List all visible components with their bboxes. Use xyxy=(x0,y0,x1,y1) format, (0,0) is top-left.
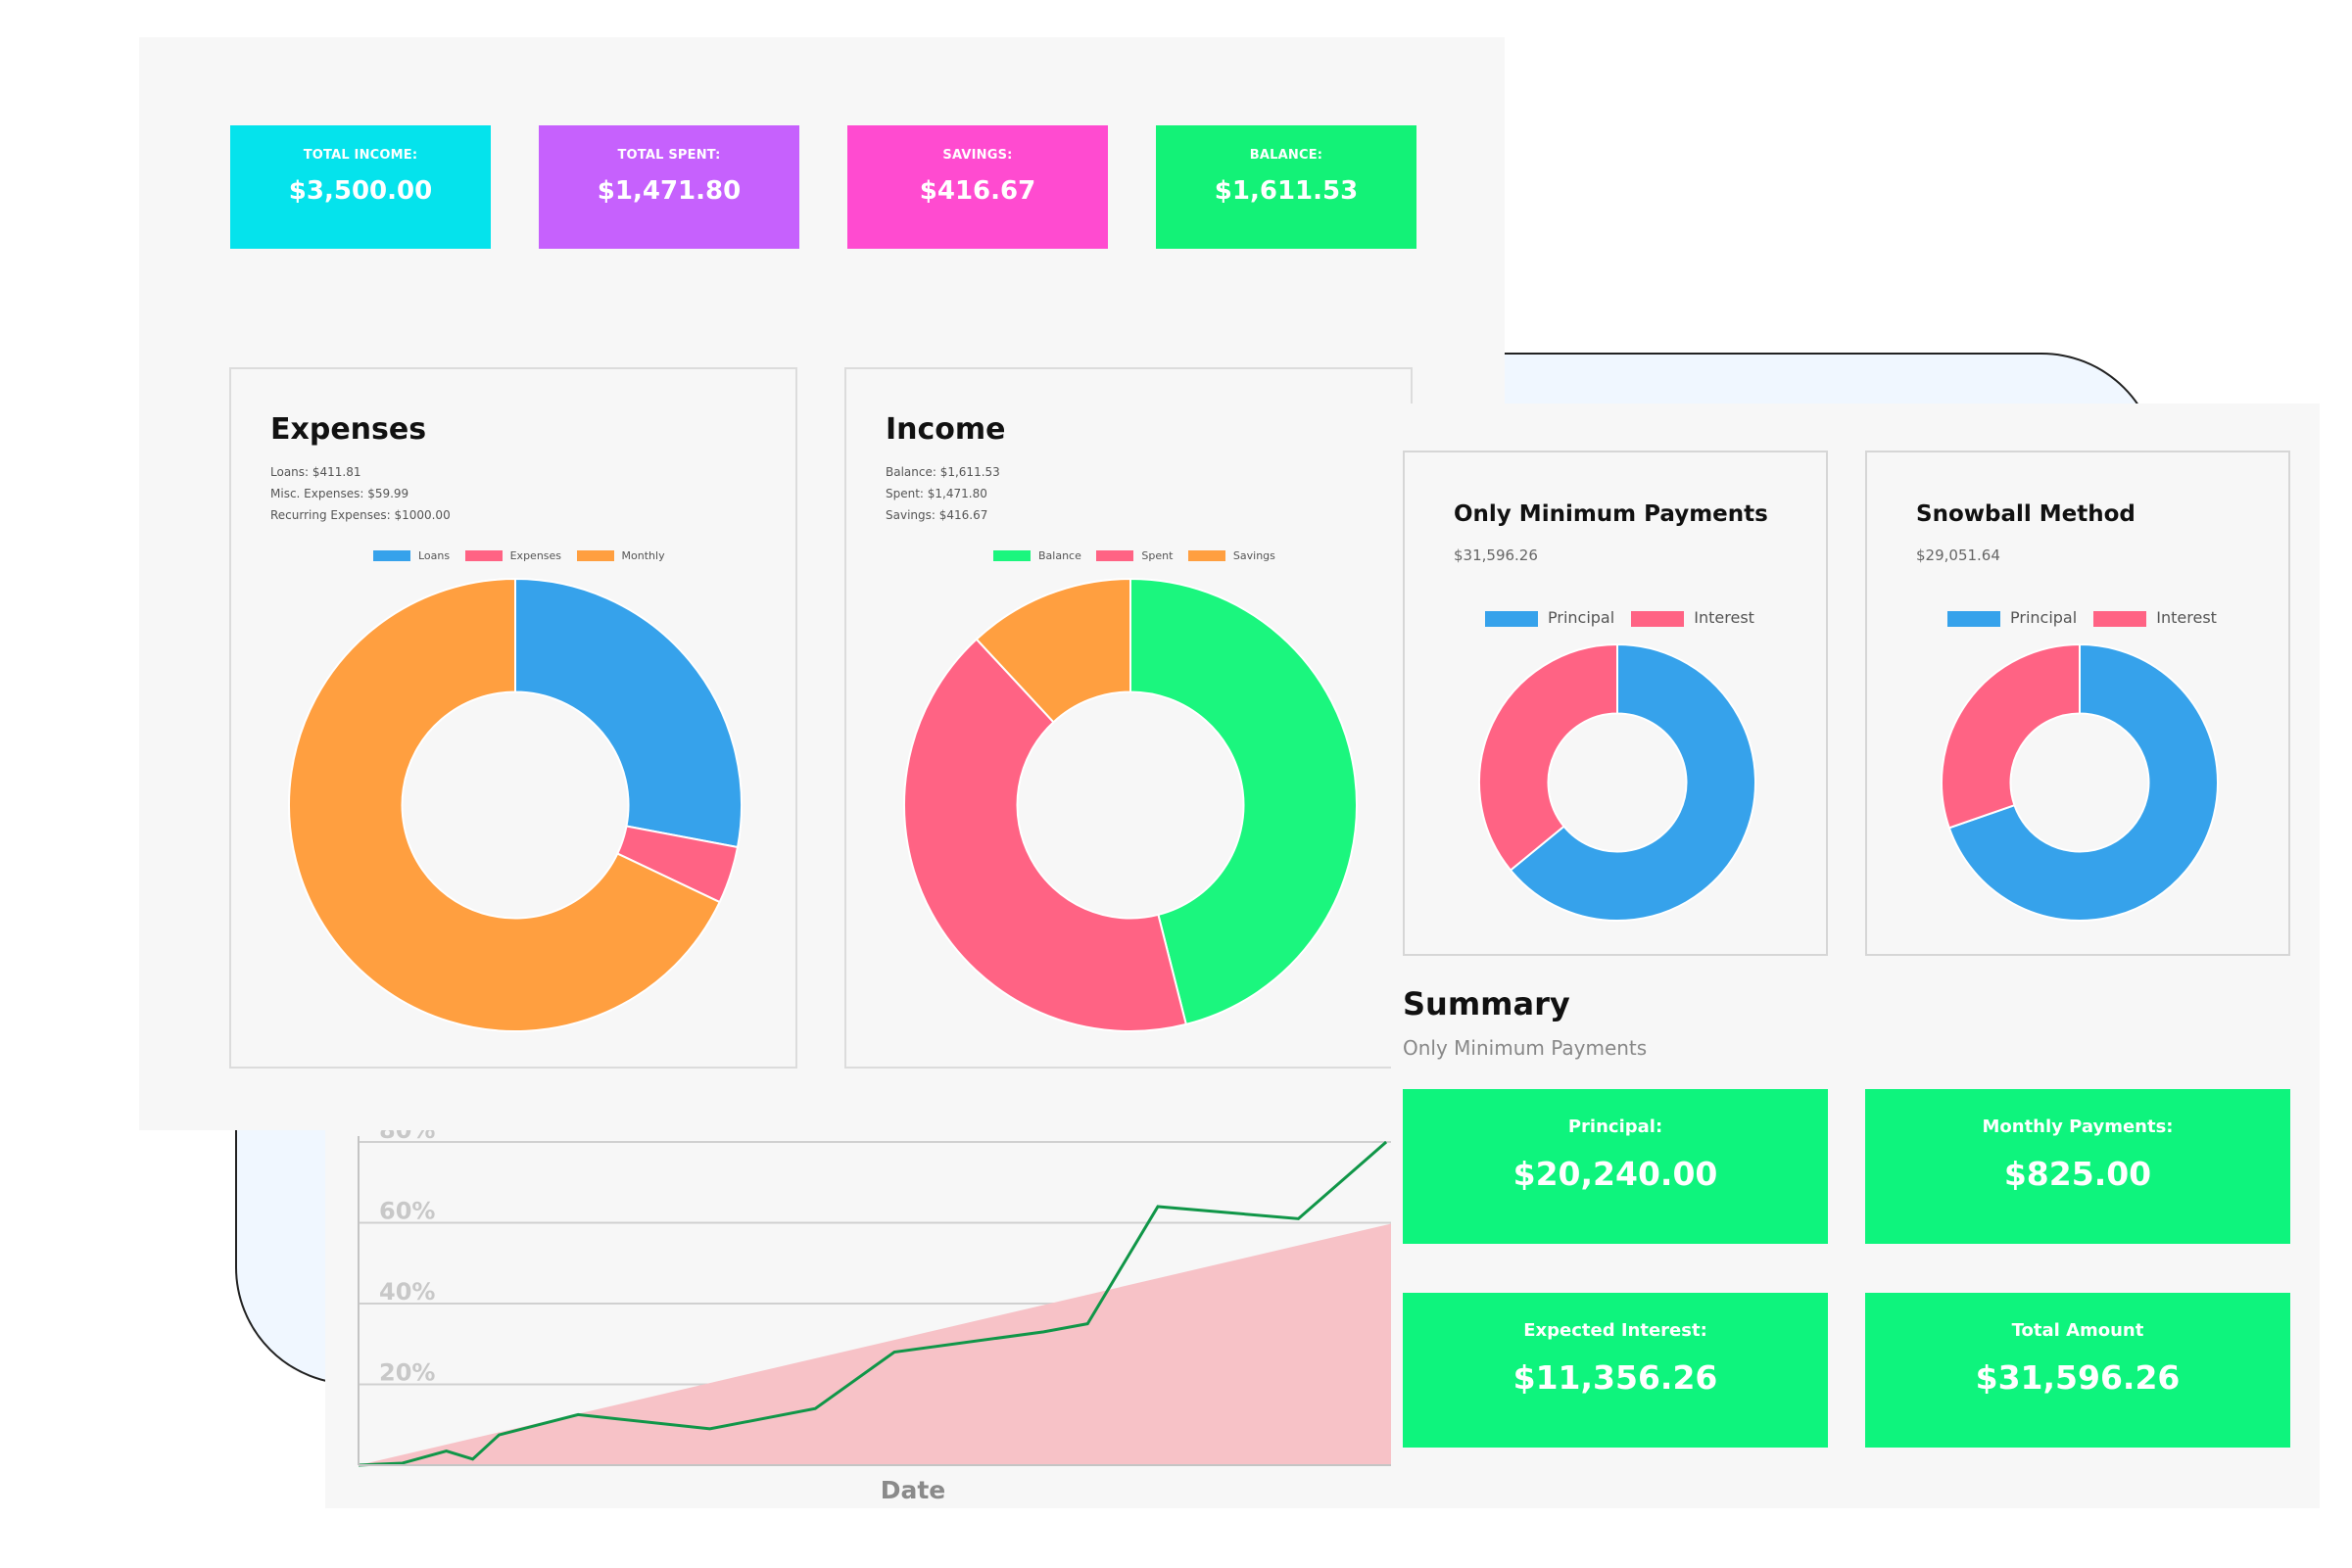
slice-interest[interactable] xyxy=(1478,642,1618,872)
income-legend: Balance Spent Savings xyxy=(993,548,1287,568)
legend-item-expenses[interactable]: Expenses xyxy=(464,549,561,562)
income-donut-chart xyxy=(903,577,1358,1032)
expected-interest-value: $11,356.26 xyxy=(1512,1358,1718,1397)
slice-interest[interactable] xyxy=(1941,642,2081,830)
snowball-method-card: Snowball Method $29,051.64 Principal Int… xyxy=(1865,451,2290,956)
expected-interest-label: Expected Interest: xyxy=(1523,1320,1707,1341)
line-series xyxy=(358,1140,1388,1467)
progress-line-chart: 20% 40% 60% 80% Date xyxy=(325,1077,1413,1508)
total-amount-value: $31,596.26 xyxy=(1975,1358,2181,1397)
slice-balance[interactable] xyxy=(1129,577,1358,1026)
savings-card: SAVINGS: $416.67 xyxy=(847,125,1108,249)
total-amount-box: Total Amount $31,596.26 xyxy=(1865,1293,2290,1448)
legend-item-monthly[interactable]: Monthly xyxy=(576,549,665,562)
total-amount-label: Total Amount xyxy=(2011,1320,2144,1341)
monthly-payments-value: $825.00 xyxy=(2003,1155,2152,1193)
minimum-payments-donut-chart xyxy=(1478,642,1756,922)
expected-interest-box: Expected Interest: $11,356.26 xyxy=(1403,1293,1828,1448)
total-spent-label: TOTAL SPENT: xyxy=(617,148,721,163)
legend-item-loans[interactable]: Loans xyxy=(373,549,450,562)
snowball-method-donut-chart xyxy=(1941,642,2219,922)
snowball-method-title: Snowball Method xyxy=(1916,501,2136,527)
summary-title: Summary xyxy=(1403,985,1570,1022)
principal-label: Principal: xyxy=(1567,1117,1663,1137)
total-income-label: TOTAL INCOME: xyxy=(303,148,418,163)
legend-item-principal[interactable]: Principal xyxy=(1485,608,1614,627)
expenses-recurring-line: Recurring Expenses: $1000.00 xyxy=(270,508,451,522)
expenses-card: Expenses Loans: $411.81 Misc. Expenses: … xyxy=(229,367,797,1069)
slice-principal[interactable] xyxy=(1947,642,2219,922)
y-tick-label: 60% xyxy=(379,1198,435,1225)
legend-item-savings[interactable]: Savings xyxy=(1187,549,1275,562)
total-income-value: $3,500.00 xyxy=(288,176,433,206)
expenses-legend: Loans Expenses Monthly xyxy=(373,548,677,568)
minimum-payments-card: Only Minimum Payments $31,596.26 Princip… xyxy=(1403,451,1828,956)
legend-item-interest[interactable]: Interest xyxy=(2093,608,2217,627)
debt-payoff-panel: Only Minimum Payments $31,596.26 Princip… xyxy=(1391,404,2320,1508)
slice-loans[interactable] xyxy=(514,577,743,849)
x-axis-title: Date xyxy=(881,1476,946,1504)
minimum-payments-legend: Principal Interest xyxy=(1485,607,1766,627)
y-tick-label: 40% xyxy=(379,1278,435,1306)
income-spent-line: Spent: $1,471.80 xyxy=(886,487,987,500)
summary-subtitle: Only Minimum Payments xyxy=(1403,1036,1648,1060)
minimum-payments-title: Only Minimum Payments xyxy=(1454,501,1768,527)
savings-label: SAVINGS: xyxy=(942,148,1013,163)
expenses-donut-chart xyxy=(288,577,743,1032)
snowball-method-legend: Principal Interest xyxy=(1947,607,2229,627)
monthly-payments-box: Monthly Payments: $825.00 xyxy=(1865,1089,2290,1244)
y-tick-label: 20% xyxy=(379,1359,435,1387)
savings-value: $416.67 xyxy=(919,176,1036,206)
expenses-loans-line: Loans: $411.81 xyxy=(270,465,361,479)
expenses-misc-line: Misc. Expenses: $59.99 xyxy=(270,487,409,500)
minimum-payments-amount: $31,596.26 xyxy=(1454,546,1538,564)
total-spent-value: $1,471.80 xyxy=(597,176,742,206)
legend-item-principal[interactable]: Principal xyxy=(1947,608,2077,627)
snowball-method-amount: $29,051.64 xyxy=(1916,546,2000,564)
total-spent-card: TOTAL SPENT: $1,471.80 xyxy=(539,125,799,249)
slice-savings[interactable] xyxy=(975,577,1131,724)
balance-value: $1,611.53 xyxy=(1214,176,1359,206)
total-income-card: TOTAL INCOME: $3,500.00 xyxy=(230,125,491,249)
slice-spent[interactable] xyxy=(903,638,1188,1032)
expenses-title: Expenses xyxy=(270,412,427,447)
income-savings-line: Savings: $416.67 xyxy=(886,508,988,522)
balance-card: BALANCE: $1,611.53 xyxy=(1156,125,1416,249)
slice-principal[interactable] xyxy=(1509,642,1756,922)
income-balance-line: Balance: $1,611.53 xyxy=(886,465,1000,479)
legend-item-spent[interactable]: Spent xyxy=(1096,549,1173,562)
income-card: Income Balance: $1,611.53 Spent: $1,471.… xyxy=(844,367,1413,1069)
line-chart-svg: 20%40%60%80% Date xyxy=(358,1117,1413,1504)
principal-value: $20,240.00 xyxy=(1512,1155,1718,1193)
legend-item-interest[interactable]: Interest xyxy=(1631,608,1754,627)
principal-box: Principal: $20,240.00 xyxy=(1403,1089,1828,1244)
monthly-payments-label: Monthly Payments: xyxy=(1982,1117,2174,1137)
income-title: Income xyxy=(886,412,1006,447)
slice-monthly[interactable] xyxy=(288,577,722,1032)
legend-item-balance[interactable]: Balance xyxy=(993,549,1081,562)
budget-dashboard: TOTAL INCOME: $3,500.00 TOTAL SPENT: $1,… xyxy=(139,37,1505,1130)
balance-label: BALANCE: xyxy=(1249,148,1323,163)
area-series xyxy=(359,1218,1413,1465)
